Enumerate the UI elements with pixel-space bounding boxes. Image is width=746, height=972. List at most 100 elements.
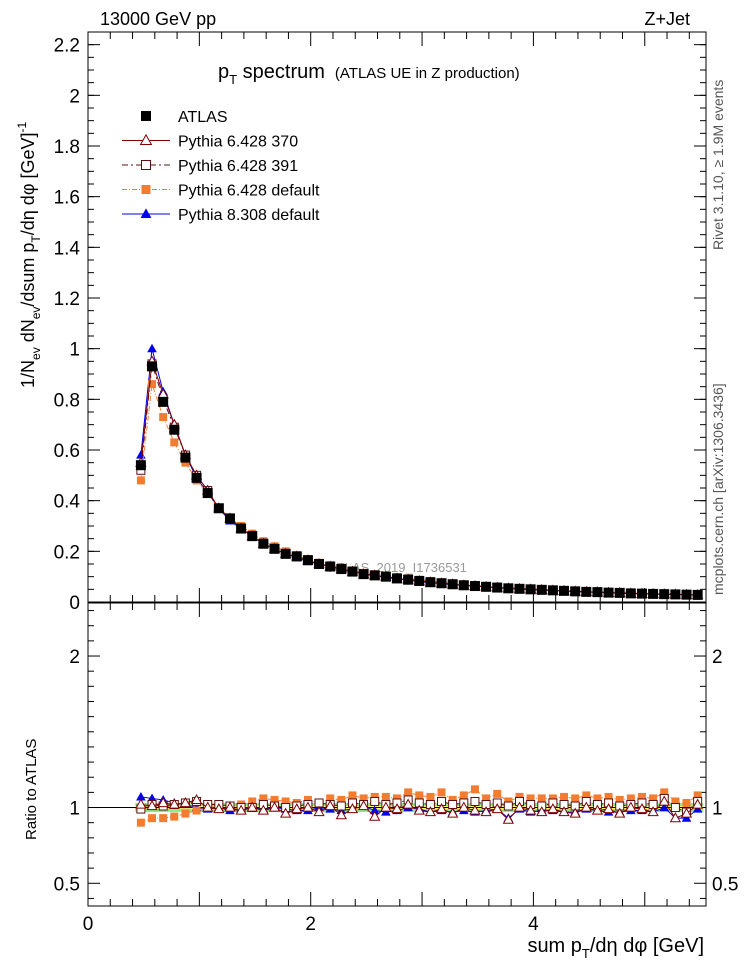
main-data-point [148,380,157,389]
main-y-tick-label: 2.2 [54,36,80,57]
ratio-data-point [370,796,380,806]
main-data-point [135,460,146,471]
ratio-data-point [469,804,481,815]
x-axis-label: sum pT/dη dφ [GeV] [527,935,704,961]
ratio-data-point [391,803,403,814]
ratio-data-point [660,788,669,797]
ratio-data-point [357,800,370,811]
main-data-point [514,583,525,594]
ratio-data-point [303,795,312,804]
main-data-point [325,561,336,572]
ratio-data-point [346,803,359,814]
ratio-data-point [604,792,613,801]
ratio-data-point [291,803,303,814]
ratio-series-group [135,785,704,827]
ratio-data-point [157,796,169,808]
ratio-data-point [335,809,347,820]
main-data-point [592,587,603,598]
ratio-data-point [148,814,157,823]
title-note: (ATLAS UE in Z production) [335,65,520,82]
main-data-point [447,579,458,590]
ratio-y-tick-label: 1 [69,799,80,820]
main-data-point [503,583,514,594]
ratio-data-point [136,791,146,801]
main-data-point [648,588,659,599]
legend: ATLAS Pythia 6.428 370 Pythia 6.428 391 Pyt… [122,109,320,224]
legend-marker [141,111,151,121]
main-data-point [525,584,536,595]
ratio-data-point [502,813,515,824]
ratio-data-point [257,804,270,815]
ratio-data-point [246,801,258,812]
title-rest: spectrum [237,61,325,83]
main-data-point [469,581,480,592]
main-y-tick-label: 0.8 [54,390,80,411]
ratio-data-point [670,803,680,813]
ratio-data-point [582,791,591,800]
ratio-data-point [415,791,424,800]
ratio-data-point [491,803,503,814]
main-data-point [158,396,169,407]
ratio-data-point [136,818,145,827]
main-data-point [536,584,547,595]
ratio-data-point [168,798,180,809]
main-y-tick-label: 1.2 [54,289,80,310]
ratio-data-point [515,792,524,801]
ratio-data-point [181,809,190,818]
ratio-data-point [170,812,179,821]
ratio-data-point [313,806,325,817]
main-data-point [414,575,425,586]
legend-label: Pythia 6.428 default [178,183,320,200]
ratio-data-point [393,794,401,803]
main-data-point [191,472,202,483]
ylabel-f: T [29,235,43,243]
ratio-data-point [691,798,704,809]
main-data-point [392,573,402,584]
ratio-data-point [480,806,492,817]
main-data-point [492,582,503,593]
ratio-data-point [569,807,581,818]
ratio-y-tick-label-right: 1 [712,799,723,820]
ratio-data-point [649,794,658,803]
ratio-data-point [524,804,537,815]
ratio-data-point [192,806,201,815]
x-tick-label: 2 [305,914,316,935]
ratio-data-point [380,801,392,812]
ratio-data-point [591,804,604,815]
ratio-data-point [146,800,158,811]
main-data-point [559,585,570,596]
legend-label: Pythia 6.428 391 [178,158,298,175]
main-data-point [202,488,213,499]
ratio-data-point [602,803,615,814]
ratio-data-point [314,798,324,808]
side-label-bottom: mcplots.cern.ch [arXiv:1306.3436] [710,383,726,595]
main-data-point [436,578,447,589]
ratio-data-point [470,796,480,806]
ratio-data-point [536,806,548,817]
main-data-point [314,559,325,569]
ratio-y-tick-label-right: 2 [712,647,723,668]
ratio-data-point [202,801,214,812]
main-y-tick-label: 2 [69,86,80,107]
main-data-point [625,588,636,599]
main-data-point [681,589,692,600]
main-y-tick-label: 0.4 [54,492,81,513]
header-left: 13000 GeV pp [100,9,216,29]
main-data-point [159,413,168,422]
main-data-point [147,343,157,353]
title-sub: T [229,72,237,87]
ratio-data-point [369,810,381,821]
main-data-point [659,589,670,600]
ylabel-g: /dη dφ [GeV] [18,132,38,235]
ratio-data-point [213,803,225,814]
ratio-data-point [413,804,425,815]
legend-marker [141,160,151,170]
main-data-point [481,581,492,592]
ratio-data-point [637,792,646,801]
main-y-tick-label: 0.2 [54,542,80,563]
main-data-point [614,587,625,598]
ratio-data-point [135,798,147,809]
main-data-point [258,538,269,549]
main-y-label: 1/Nev dNev/dsum pT/dη dφ [GeV]-1 [15,121,43,388]
